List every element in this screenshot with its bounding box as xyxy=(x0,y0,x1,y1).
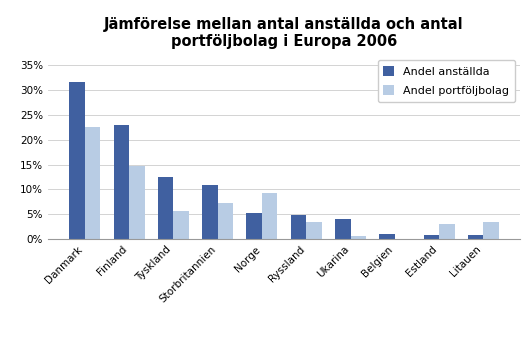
Bar xyxy=(85,127,100,239)
Bar xyxy=(202,185,218,239)
Bar xyxy=(483,222,499,239)
Bar xyxy=(114,124,129,239)
Bar xyxy=(69,82,85,239)
Bar xyxy=(262,194,277,239)
Bar xyxy=(439,224,455,239)
Bar xyxy=(306,222,322,239)
Legend: Andel anställda, Andel portföljbolag: Andel anställda, Andel portföljbolag xyxy=(378,60,515,102)
Bar xyxy=(173,211,189,239)
Bar xyxy=(218,203,233,239)
Bar xyxy=(129,166,144,239)
Bar xyxy=(379,234,395,239)
Bar xyxy=(335,220,350,239)
Title: Jämförelse mellan antal anställda och antal
portföljbolag i Europa 2006: Jämförelse mellan antal anställda och an… xyxy=(104,17,464,49)
Bar xyxy=(424,235,439,239)
Bar xyxy=(468,235,483,239)
Bar xyxy=(350,236,366,239)
Bar xyxy=(291,215,306,239)
Bar xyxy=(158,177,173,239)
Bar xyxy=(246,213,262,239)
